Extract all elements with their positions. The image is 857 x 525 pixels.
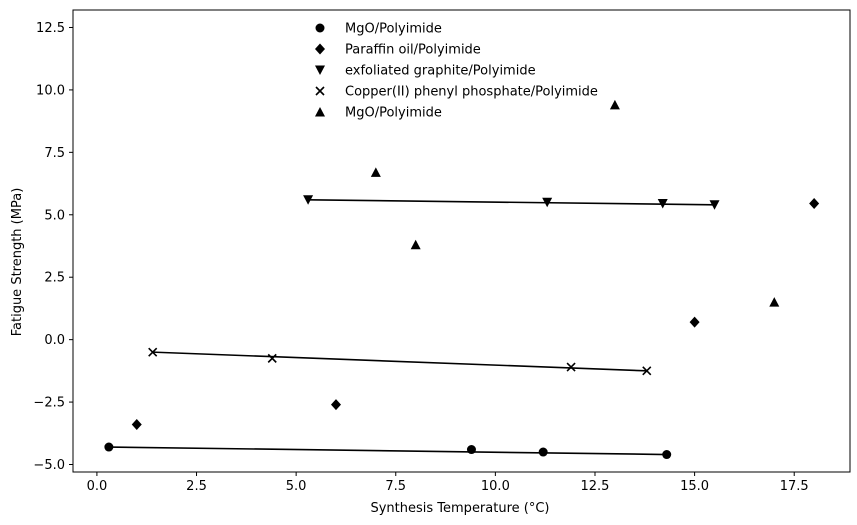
data-point-series-4 xyxy=(410,239,421,250)
data-point-series-2 xyxy=(542,197,553,208)
y-tick-label: −2.5 xyxy=(33,396,65,411)
data-point-series-0 xyxy=(466,445,476,455)
x-tick-label: 5.0 xyxy=(286,479,307,494)
legend-marker-3 xyxy=(315,86,325,96)
legend-marker-1 xyxy=(315,43,325,55)
legend-label-0: MgO/Polyimide xyxy=(345,22,442,37)
y-tick-label: 7.5 xyxy=(44,146,65,161)
x-tick-label: 17.5 xyxy=(780,479,809,494)
fit-line-series-2 xyxy=(308,198,715,206)
data-point-series-3 xyxy=(642,366,652,376)
fit-line-series-3 xyxy=(152,351,647,372)
data-point-series-3 xyxy=(566,362,576,372)
legend-marker-0 xyxy=(315,23,325,33)
data-point-series-3 xyxy=(148,347,158,357)
data-point-series-4 xyxy=(370,167,381,177)
data-point-series-3 xyxy=(267,353,277,363)
data-point-series-1 xyxy=(689,316,700,328)
y-tick-label: 5.0 xyxy=(44,208,65,223)
data-point-series-4 xyxy=(769,297,780,307)
x-tick-label: 0.0 xyxy=(87,479,108,494)
data-point-series-0 xyxy=(662,450,672,460)
legend-label-2: exfoliated graphite/Polyimide xyxy=(345,64,536,79)
x-axis-label: Synthesis Temperature (°C) xyxy=(370,501,549,516)
x-tick-label: 7.5 xyxy=(385,479,406,494)
legend: MgO/Polyimide Paraffin oil/Polyimide exfol… xyxy=(315,22,598,121)
data-point-series-2 xyxy=(657,199,668,209)
x-tick-label: 15.0 xyxy=(680,479,709,494)
fit-line-series-0 xyxy=(108,446,667,456)
data-point-series-1 xyxy=(330,399,341,411)
y-tick-label: 10.0 xyxy=(36,83,65,98)
x-tick-label: 12.5 xyxy=(581,479,610,494)
x-tick-label: 2.5 xyxy=(186,479,207,494)
data-point-series-1 xyxy=(131,419,142,431)
fit-lines xyxy=(108,198,715,456)
legend-marker-2 xyxy=(315,65,325,75)
y-tick-label: 2.5 xyxy=(44,271,65,286)
legend-label-4: MgO/Polyimide xyxy=(345,106,442,121)
legend-marker-4 xyxy=(315,107,325,117)
data-point-series-2 xyxy=(709,200,720,210)
legend-label-1: Paraffin oil/Polyimide xyxy=(345,43,481,58)
axes: 0.0 2.5 5.0 7.5 10.0 12.5 15.0 17.5 −5.0 −2.5 0.0 2… xyxy=(33,21,808,494)
data-point-series-0 xyxy=(104,442,114,452)
plot-area xyxy=(72,9,851,473)
y-tick-label: 12.5 xyxy=(36,21,65,36)
x-tick-label: 10.0 xyxy=(481,479,510,494)
y-tick-label: 0.0 xyxy=(44,333,65,348)
y-tick-label: −5.0 xyxy=(33,458,65,473)
data-point-series-0 xyxy=(538,447,548,457)
y-axis-label: Fatigue Strength (MPa) xyxy=(10,188,25,337)
data-point-series-1 xyxy=(809,198,820,210)
data-point-series-2 xyxy=(303,195,314,205)
data-points xyxy=(104,99,820,460)
data-point-series-4 xyxy=(609,99,620,110)
legend-label-3: Copper(II) phenyl phosphate/Polyimide xyxy=(345,85,598,100)
plot-frame xyxy=(72,9,851,473)
